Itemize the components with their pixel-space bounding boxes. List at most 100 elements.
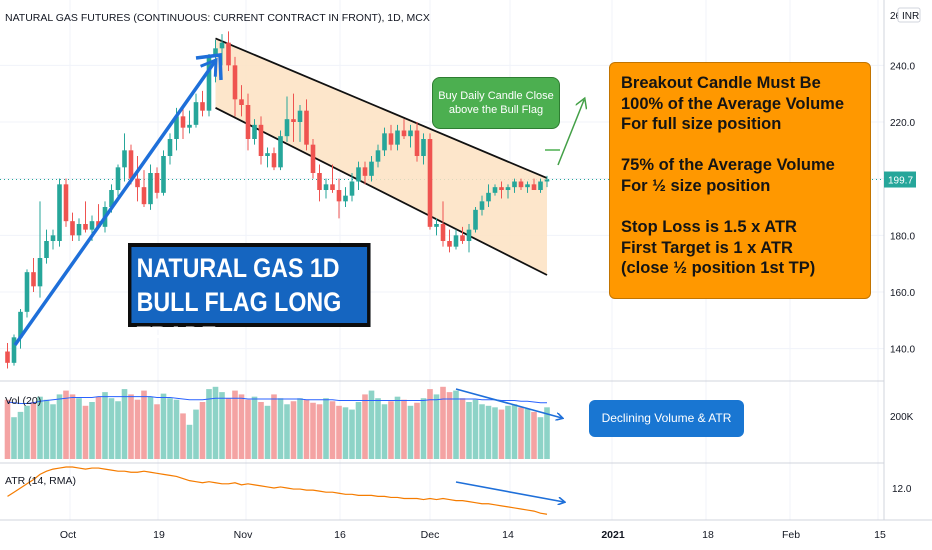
volume-bar bbox=[427, 389, 433, 459]
candle bbox=[538, 178, 543, 193]
declining-volume-arrow bbox=[455, 388, 562, 418]
volume-bar bbox=[492, 407, 498, 459]
candle-body bbox=[362, 167, 368, 176]
candle-body bbox=[135, 178, 140, 188]
candle bbox=[414, 122, 420, 162]
candle-body bbox=[31, 272, 36, 287]
candle-body bbox=[304, 110, 309, 145]
rule-spacer bbox=[621, 135, 855, 156]
candle bbox=[492, 184, 498, 196]
candle-body bbox=[369, 161, 374, 176]
candle-body bbox=[531, 184, 537, 190]
volume-bar bbox=[69, 394, 76, 459]
candle bbox=[473, 207, 478, 233]
volume-bar bbox=[329, 401, 336, 459]
x-tick-label: 14 bbox=[502, 529, 514, 541]
candle bbox=[70, 212, 75, 241]
x-tick-label: 2021 bbox=[601, 529, 625, 541]
candle bbox=[453, 229, 459, 250]
candle bbox=[232, 56, 238, 117]
volume-bar bbox=[290, 401, 297, 459]
candle bbox=[440, 201, 446, 247]
rule-line: (close ½ position 1st TP) bbox=[621, 258, 816, 278]
candle bbox=[161, 150, 166, 196]
candle bbox=[115, 164, 121, 202]
candle bbox=[375, 144, 381, 168]
trade-title-box: NATURAL GAS 1D BULL FLAG LONG TRADE bbox=[128, 243, 371, 351]
candle-body bbox=[76, 224, 82, 236]
candle-body bbox=[356, 167, 361, 182]
volume-bar bbox=[336, 405, 342, 459]
candle bbox=[11, 334, 17, 366]
rule-line: For ½ size position bbox=[621, 175, 771, 195]
candle bbox=[50, 229, 56, 250]
bull-flag-channel bbox=[215, 37, 548, 276]
volume-bar bbox=[297, 398, 303, 459]
candle bbox=[525, 181, 530, 193]
candle-body bbox=[89, 221, 95, 230]
volume-bar bbox=[147, 396, 154, 459]
volume-bar bbox=[394, 396, 401, 459]
candle-body bbox=[239, 99, 244, 105]
volume-bar bbox=[186, 424, 193, 459]
candle bbox=[362, 161, 368, 185]
candle bbox=[544, 175, 550, 188]
candle bbox=[83, 201, 88, 233]
candle-body bbox=[310, 144, 316, 173]
atr-pane bbox=[7, 466, 548, 515]
x-tick-label: Feb bbox=[782, 529, 800, 541]
volume-bar bbox=[121, 389, 128, 459]
volume-bar bbox=[141, 390, 147, 459]
volume-bar bbox=[115, 401, 121, 459]
candle bbox=[479, 195, 485, 216]
currency-badge bbox=[897, 7, 921, 23]
x-tick-label: Dec bbox=[421, 529, 440, 541]
candle-body bbox=[148, 173, 153, 205]
volume-bar bbox=[245, 399, 251, 459]
candle-body bbox=[180, 116, 186, 128]
volume-bar bbox=[537, 417, 544, 459]
volume-bar bbox=[440, 386, 446, 459]
flag-channel-fill bbox=[215, 38, 547, 275]
candle bbox=[317, 164, 322, 202]
candle-body bbox=[141, 187, 147, 205]
volume-bar bbox=[362, 394, 368, 459]
atr-tick-label: 12.0 bbox=[892, 484, 912, 495]
volume-bar bbox=[407, 405, 414, 459]
candle-body bbox=[395, 130, 400, 145]
volume-bar bbox=[43, 399, 50, 459]
candle-body bbox=[434, 224, 439, 227]
candle bbox=[24, 269, 30, 318]
candle-body bbox=[5, 351, 10, 363]
candle bbox=[154, 167, 160, 199]
candle-body bbox=[200, 102, 205, 111]
candle-body bbox=[193, 102, 199, 125]
x-tick-label: 18 bbox=[702, 529, 714, 541]
candle bbox=[31, 258, 36, 292]
flag-upper-trendline bbox=[215, 37, 548, 179]
candle-body bbox=[161, 156, 166, 193]
candle bbox=[421, 133, 426, 165]
volume-bar bbox=[271, 394, 277, 459]
y-tick-label: 180.0 bbox=[890, 231, 915, 242]
candle bbox=[265, 147, 270, 168]
candle bbox=[44, 229, 49, 264]
candle-body bbox=[271, 153, 277, 168]
rule-line: Breakout Candle Must Be bbox=[621, 73, 821, 92]
candle bbox=[401, 119, 407, 139]
candle-body bbox=[343, 195, 348, 202]
candle bbox=[512, 178, 517, 193]
candle bbox=[349, 173, 355, 202]
candlestick-series bbox=[5, 31, 550, 369]
volume-bar bbox=[225, 398, 232, 459]
candle-body bbox=[174, 116, 179, 139]
candle-body bbox=[50, 235, 56, 241]
y-tick-label: 140.0 bbox=[890, 345, 915, 356]
candle bbox=[37, 201, 43, 298]
candle-body bbox=[63, 184, 69, 222]
volume-bar bbox=[355, 402, 362, 459]
candle-body bbox=[382, 133, 387, 151]
volume-bar bbox=[381, 404, 388, 459]
candle bbox=[336, 178, 342, 219]
